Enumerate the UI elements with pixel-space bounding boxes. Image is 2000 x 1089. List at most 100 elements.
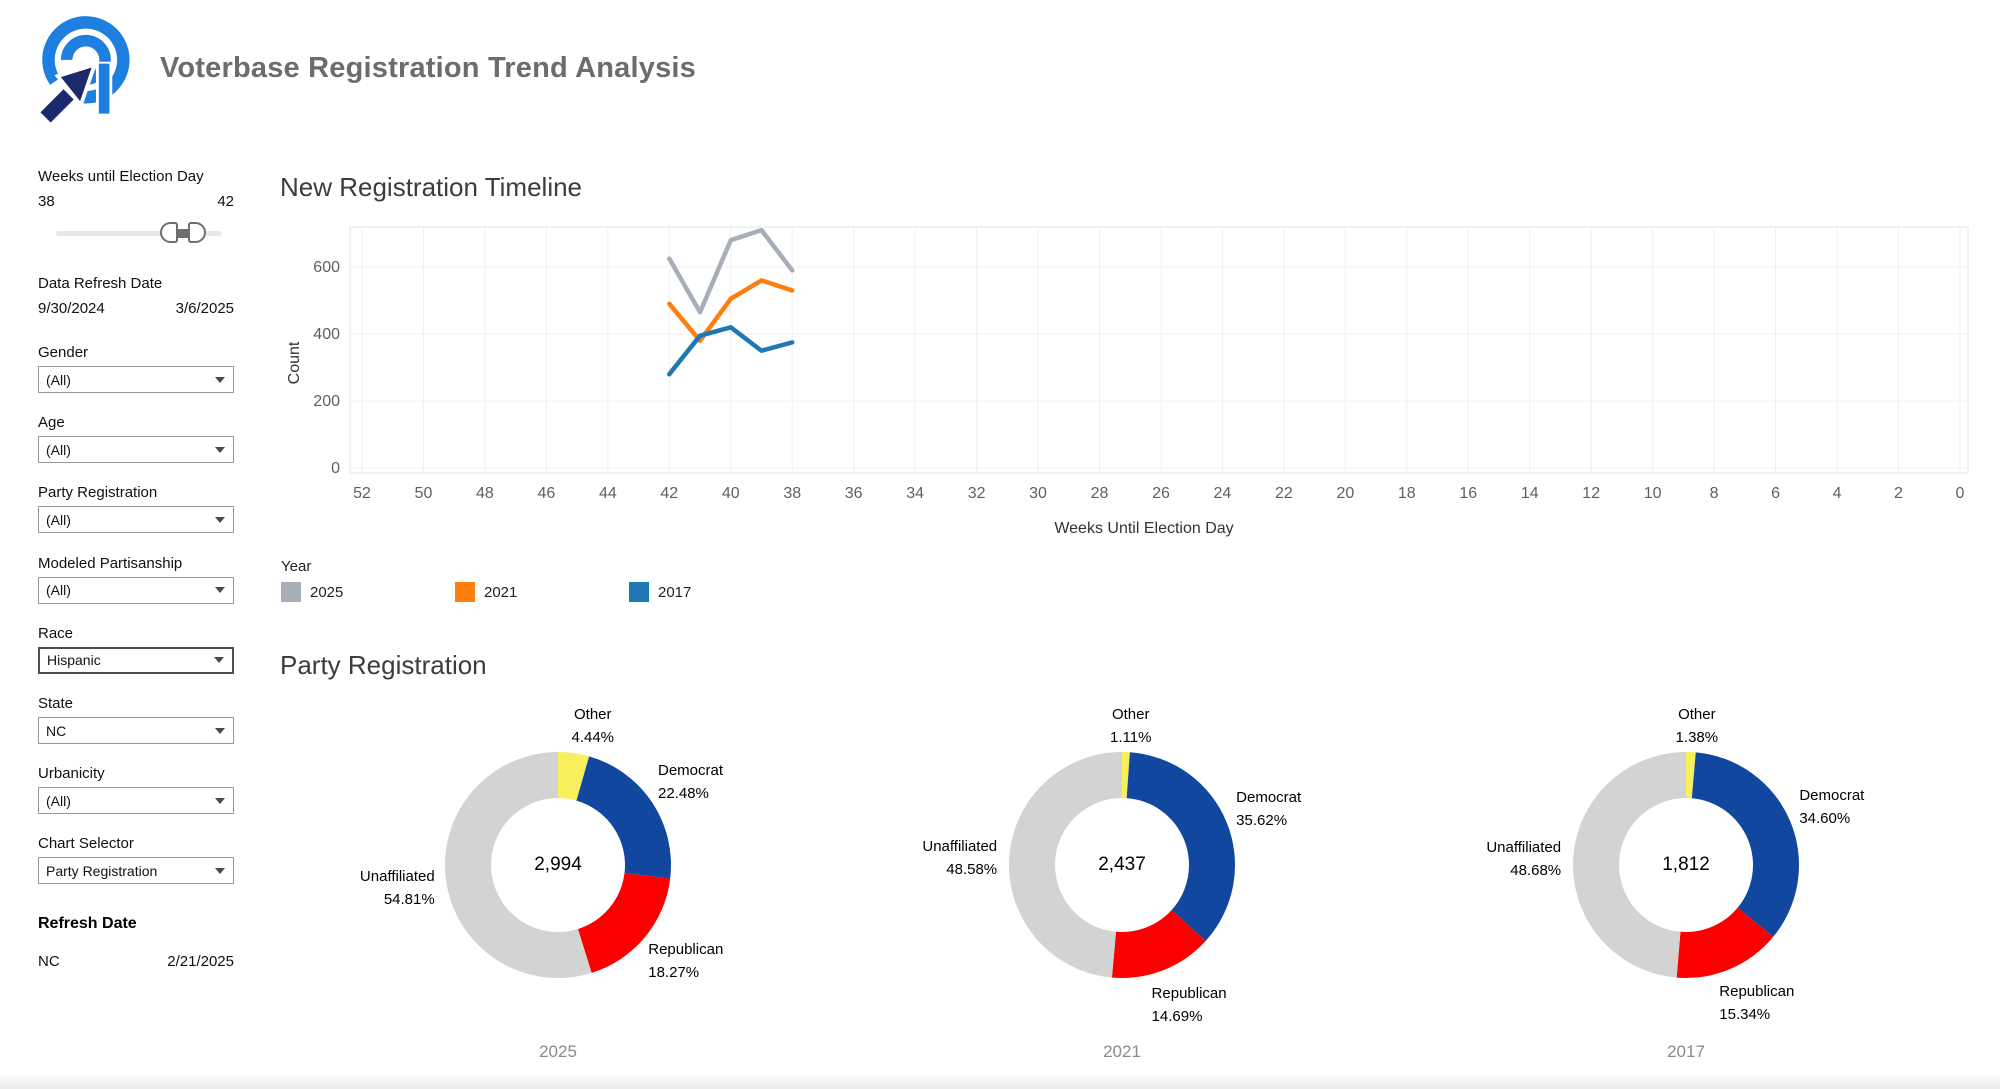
- year-legend: 2025 2021 2017: [281, 582, 803, 602]
- donut-label-democrat-2021: Democrat 35.62%: [1236, 789, 1302, 830]
- filter-select-party-registration[interactable]: (All): [38, 506, 234, 534]
- donut-label-unaffiliated-2021: Unaffiliated 48.58%: [922, 838, 998, 879]
- x-tick-6: 6: [1771, 485, 1780, 502]
- donut-svg-2017: [1573, 752, 1800, 978]
- donut-label-unaffiliated-2017: Unaffiliated 48.68%: [1486, 838, 1562, 879]
- registration-timeline-chart: 52 50 48 46 44 42 40 38 36 34 32 30 28 26 24 22 20 18 16 14…: [286, 226, 1969, 537]
- x-tick-18: 18: [1398, 485, 1416, 502]
- x-tick-48: 48: [476, 485, 494, 502]
- donut-total-2021: 2,437: [1098, 854, 1146, 875]
- legend-item-2021[interactable]: 2021: [455, 582, 629, 602]
- donut-svg-2021: [1009, 752, 1236, 978]
- x-tick-0: 0: [1956, 485, 1965, 502]
- donut-chart-2021: Other 1.11% Democrat 35.62% Republican 14.69%…: [887, 692, 1357, 1025]
- chevron-down-icon: [215, 376, 225, 383]
- pie-slice-unaffiliated-2021[interactable]: [1009, 752, 1122, 978]
- x-tick-42: 42: [660, 485, 678, 502]
- filter-select-age[interactable]: (All): [38, 436, 234, 464]
- pie-slice-democrat-2021[interactable]: [1126, 752, 1236, 941]
- weeks-min-value: 38: [38, 193, 55, 210]
- chevron-down-icon: [215, 727, 225, 734]
- weeks-filter-label: Weeks until Election Day: [38, 168, 204, 185]
- legend-swatch-2021: [455, 582, 475, 602]
- x-tick-28: 28: [1091, 485, 1109, 502]
- x-tick-50: 50: [415, 485, 433, 502]
- donut-label-democrat-2025: Democrat 22.48%: [658, 762, 724, 803]
- pie-slice-republican-2025[interactable]: [577, 873, 671, 973]
- pie-slice-unaffiliated-2025[interactable]: [445, 752, 592, 978]
- date-filter-end: 3/6/2025: [175, 300, 234, 317]
- legend-item-2017[interactable]: 2017: [629, 582, 803, 602]
- filter-value-chart-selector: Party Registration: [46, 862, 158, 879]
- x-tick-10: 10: [1644, 485, 1662, 502]
- x-tick-16: 16: [1459, 485, 1477, 502]
- line-2017[interactable]: [667, 325, 795, 377]
- legend-label-2017: 2017: [658, 583, 692, 601]
- filter-value-party-registration: (All): [46, 511, 71, 528]
- donut-label-unaffiliated-2025: Unaffiliated 54.81%: [359, 867, 435, 908]
- pie-slice-other-2021[interactable]: [1122, 752, 1130, 799]
- filter-label-party-registration: Party Registration: [38, 484, 158, 502]
- filter-value-race: Hispanic: [47, 652, 101, 669]
- x-tick-2: 2: [1894, 485, 1903, 502]
- weeks-range-slider[interactable]: [38, 220, 234, 246]
- legend-swatch-2017: [629, 582, 649, 602]
- donut-label-other-2025: Other 4.44%: [571, 706, 615, 746]
- filter-select-urbanicity[interactable]: (All): [38, 787, 234, 815]
- x-tick-26: 26: [1152, 485, 1170, 502]
- slider-handle-right[interactable]: [188, 222, 206, 243]
- legend-swatch-2025: [281, 582, 301, 602]
- pie-slice-democrat-2017[interactable]: [1691, 752, 1800, 937]
- pie-slice-other-2025[interactable]: [558, 752, 590, 801]
- timeline-title: New Registration Timeline: [280, 172, 583, 202]
- donut-svg-2025: [445, 752, 672, 978]
- x-tick-4: 4: [1833, 485, 1842, 502]
- donut-year-label-2025: 2025: [539, 1042, 577, 1061]
- y-tick-400: 400: [313, 326, 340, 343]
- legend-label-2021: 2021: [484, 583, 518, 601]
- pie-slice-other-2017[interactable]: [1686, 752, 1696, 799]
- donut-chart-2025: Other 4.44% Democrat 22.48% Republican 18.27%…: [323, 692, 793, 1022]
- filter-value-gender: (All): [46, 371, 71, 388]
- legend-label-2025: 2025: [310, 583, 344, 601]
- filter-label-urbanicity: Urbanicity: [38, 765, 105, 783]
- date-filter-label: Data Refresh Date: [38, 275, 163, 292]
- weeks-max-value: 42: [217, 193, 234, 210]
- slider-selected-range[interactable]: [177, 229, 189, 238]
- pie-slice-democrat-2025[interactable]: [576, 756, 672, 879]
- bottom-edge-band: [0, 1073, 2000, 1089]
- line-2021[interactable]: [667, 278, 795, 343]
- y-axis-title: Count: [286, 341, 303, 384]
- legend-item-2025[interactable]: 2025: [281, 582, 455, 602]
- filter-select-gender[interactable]: (All): [38, 366, 234, 393]
- filter-label-gender: Gender: [38, 344, 89, 361]
- donut-label-other-2017: Other 1.38%: [1675, 706, 1719, 746]
- filter-label-age: Age: [38, 414, 65, 432]
- legend-title: Year: [281, 558, 312, 575]
- filter-label-chart-selector: Chart Selector: [38, 835, 134, 853]
- donut-chart-2017: Other 1.38% Democrat 34.60% Republican 15.34%…: [1451, 692, 1921, 1023]
- x-tick-22: 22: [1275, 485, 1293, 502]
- x-tick-20: 20: [1336, 485, 1354, 502]
- chevron-down-icon: [215, 867, 225, 874]
- filter-select-state[interactable]: NC: [38, 717, 234, 744]
- refresh-date-label: Refresh Date: [38, 915, 137, 932]
- chevron-down-icon: [215, 446, 225, 453]
- slider-handle-left[interactable]: [160, 222, 178, 243]
- pie-slice-republican-2021[interactable]: [1111, 910, 1206, 978]
- chevron-down-icon: [214, 657, 224, 664]
- plot-border: [349, 226, 1969, 474]
- pie-slice-unaffiliated-2017[interactable]: [1573, 752, 1686, 978]
- slider-track[interactable]: [56, 231, 222, 236]
- pie-slice-republican-2017[interactable]: [1676, 907, 1774, 978]
- refresh-state: NC: [38, 953, 60, 970]
- filter-value-age: (All): [46, 441, 71, 458]
- donut-label-republican-2021: Republican 14.69%: [1151, 984, 1227, 1025]
- filter-label-modeled-partisanship: Modeled Partisanship: [38, 554, 183, 572]
- line-2025[interactable]: [667, 227, 795, 315]
- refresh-date-value: 2/21/2025: [167, 953, 234, 970]
- filter-select-modeled-partisanship[interactable]: (All): [38, 576, 234, 604]
- filter-select-race[interactable]: Hispanic: [38, 646, 234, 674]
- filter-select-chart-selector[interactable]: Party Registration: [38, 857, 234, 885]
